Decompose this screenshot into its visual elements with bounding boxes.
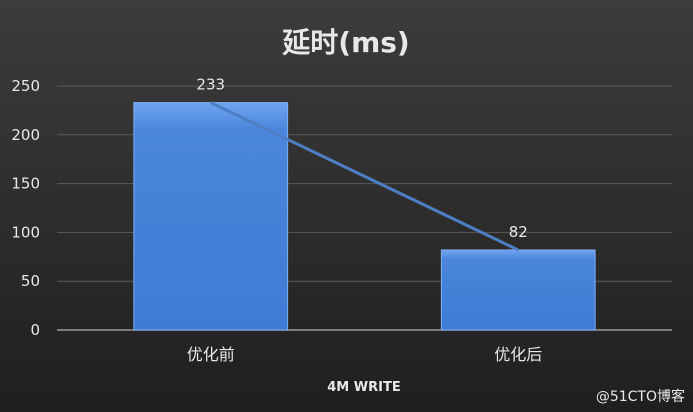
x-tick-label: 优化后 [494,345,542,364]
trend-line [210,101,519,252]
y-tick-label: 0 [30,321,40,339]
y-tick-label: 50 [21,272,40,290]
chart-title: 延时(ms) [281,26,409,59]
y-tick-label: 250 [11,77,40,95]
bar-2 [440,249,596,331]
x-axis-title: 4M WRITE [327,380,400,395]
watermark: @51CTO博客 [595,389,685,405]
y-tick-label: 200 [11,126,40,144]
y-tick-label: 150 [11,175,40,193]
data-label: 233 [196,76,225,94]
data-labels: 233 82 [196,76,527,241]
y-tick-label: 100 [11,223,40,241]
bar-1 [133,102,289,331]
trend-line-path [210,101,519,252]
data-label: 82 [509,223,528,241]
bars [133,102,596,331]
x-tick-label: 优化前 [187,345,235,364]
